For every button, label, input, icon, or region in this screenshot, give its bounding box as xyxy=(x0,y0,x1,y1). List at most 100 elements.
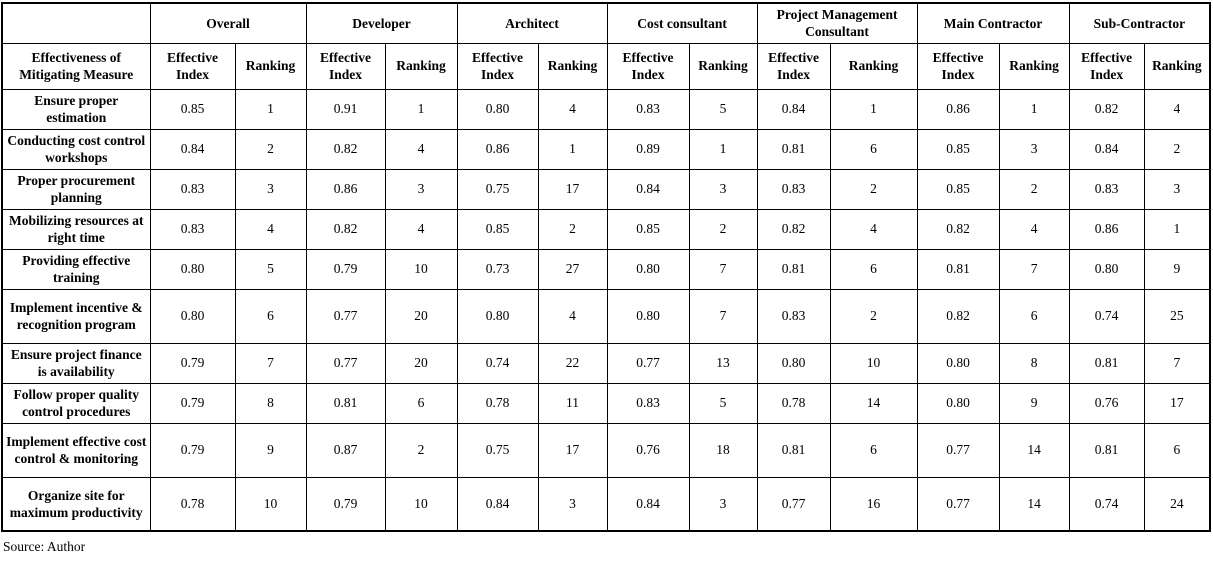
effective-index-cell: 0.78 xyxy=(149,476,236,532)
source-note: Source: Author xyxy=(3,539,86,555)
ranking-cell: 24 xyxy=(1143,476,1211,532)
effective-index-cell: 0.80 xyxy=(756,342,831,384)
effective-index-cell: 0.83 xyxy=(149,168,236,210)
effective-index-header: Effective Index xyxy=(456,42,539,90)
effective-index-cell: 0.85 xyxy=(606,208,690,250)
effective-index-cell: 0.83 xyxy=(149,208,236,250)
ranking-cell: 10 xyxy=(234,476,307,532)
ranking-cell: 6 xyxy=(829,422,918,478)
ranking-cell: 10 xyxy=(384,248,458,290)
effective-index-cell: 0.83 xyxy=(1068,168,1145,210)
effective-index-cell: 0.80 xyxy=(149,288,236,344)
measure-column-header: Effectiveness of Mitigating Measure xyxy=(1,42,151,90)
ranking-header: Ranking xyxy=(998,42,1070,90)
ranking-cell: 18 xyxy=(688,422,758,478)
effective-index-cell: 0.89 xyxy=(606,128,690,170)
ranking-cell: 2 xyxy=(688,208,758,250)
group-header-row: Overall Developer Architect Cost consultant… xyxy=(1,2,1211,44)
effective-index-cell: 0.78 xyxy=(756,382,831,424)
ranking-cell: 6 xyxy=(998,288,1070,344)
effective-index-cell: 0.84 xyxy=(1068,128,1145,170)
ranking-cell: 2 xyxy=(998,168,1070,210)
effective-index-cell: 0.80 xyxy=(606,248,690,290)
effective-index-cell: 0.80 xyxy=(606,288,690,344)
effective-index-header: Effective Index xyxy=(1068,42,1145,90)
ranking-cell: 14 xyxy=(829,382,918,424)
ranking-cell: 17 xyxy=(1143,382,1211,424)
effective-index-cell: 0.85 xyxy=(149,88,236,130)
effective-index-cell: 0.77 xyxy=(305,288,386,344)
ranking-cell: 20 xyxy=(384,342,458,384)
group-header: Overall xyxy=(149,2,307,44)
effective-index-cell: 0.86 xyxy=(1068,208,1145,250)
effective-index-cell: 0.87 xyxy=(305,422,386,478)
ranking-cell: 22 xyxy=(537,342,608,384)
effective-index-cell: 0.77 xyxy=(916,476,1000,532)
effective-index-cell: 0.80 xyxy=(1068,248,1145,290)
table-body: Ensure proper estimation 0.85 1 0.91 1 0.80 4 0… xyxy=(1,88,1211,532)
table-row: Implement incentive & recognition progra… xyxy=(1,288,1211,344)
ranking-cell: 3 xyxy=(688,168,758,210)
ranking-cell: 17 xyxy=(537,168,608,210)
ranking-cell: 7 xyxy=(688,248,758,290)
ranking-cell: 1 xyxy=(537,128,608,170)
ranking-cell: 4 xyxy=(537,88,608,130)
measure-cell: Providing effective training xyxy=(1,248,151,290)
ranking-cell: 2 xyxy=(829,288,918,344)
effective-index-cell: 0.82 xyxy=(1068,88,1145,130)
ranking-cell: 1 xyxy=(829,88,918,130)
ranking-cell: 14 xyxy=(998,476,1070,532)
effective-index-cell: 0.85 xyxy=(916,168,1000,210)
ranking-cell: 16 xyxy=(829,476,918,532)
ranking-cell: 4 xyxy=(1143,88,1211,130)
subheader-row: Effectiveness of Mitigating Measure Effe… xyxy=(1,42,1211,90)
ranking-cell: 3 xyxy=(998,128,1070,170)
effective-index-cell: 0.82 xyxy=(916,208,1000,250)
effective-index-cell: 0.74 xyxy=(1068,288,1145,344)
effective-index-cell: 0.84 xyxy=(149,128,236,170)
effective-index-cell: 0.84 xyxy=(756,88,831,130)
effective-index-cell: 0.84 xyxy=(606,476,690,532)
effective-index-cell: 0.75 xyxy=(456,422,539,478)
ranking-cell: 9 xyxy=(234,422,307,478)
effective-index-cell: 0.77 xyxy=(756,476,831,532)
ranking-cell: 8 xyxy=(234,382,307,424)
ranking-cell: 5 xyxy=(688,88,758,130)
effective-index-cell: 0.83 xyxy=(756,288,831,344)
table-row: Mobilizing resources at right time 0.83 4 0… xyxy=(1,208,1211,250)
ranking-cell: 4 xyxy=(537,288,608,344)
effective-index-cell: 0.84 xyxy=(606,168,690,210)
effective-index-header: Effective Index xyxy=(756,42,831,90)
group-header: Main Contractor xyxy=(916,2,1070,44)
effective-index-cell: 0.83 xyxy=(756,168,831,210)
effective-index-cell: 0.74 xyxy=(456,342,539,384)
effective-index-cell: 0.82 xyxy=(305,128,386,170)
ranking-cell: 4 xyxy=(384,208,458,250)
effective-index-cell: 0.81 xyxy=(756,128,831,170)
ranking-header: Ranking xyxy=(234,42,307,90)
ranking-header: Ranking xyxy=(384,42,458,90)
ranking-cell: 14 xyxy=(998,422,1070,478)
group-header: Cost consultant xyxy=(606,2,758,44)
effective-index-cell: 0.86 xyxy=(456,128,539,170)
effective-index-header: Effective Index xyxy=(149,42,236,90)
ranking-header: Ranking xyxy=(1143,42,1211,90)
ranking-cell: 2 xyxy=(829,168,918,210)
effective-index-cell: 0.86 xyxy=(916,88,1000,130)
ranking-cell: 2 xyxy=(384,422,458,478)
effective-index-cell: 0.77 xyxy=(916,422,1000,478)
ranking-cell: 25 xyxy=(1143,288,1211,344)
table-row: Conducting cost control workshops 0.84 2 0.… xyxy=(1,128,1211,170)
effective-index-cell: 0.80 xyxy=(149,248,236,290)
ranking-cell: 6 xyxy=(829,128,918,170)
ranking-cell: 1 xyxy=(234,88,307,130)
effective-index-cell: 0.79 xyxy=(305,248,386,290)
corner-cell xyxy=(1,2,151,44)
effective-index-cell: 0.80 xyxy=(456,288,539,344)
table-row: Ensure project finance is availability 0.… xyxy=(1,342,1211,384)
ranking-cell: 9 xyxy=(1143,248,1211,290)
ranking-cell: 13 xyxy=(688,342,758,384)
table-row: Proper procurement planning 0.83 3 0.86 3 0.7… xyxy=(1,168,1211,210)
effective-index-cell: 0.85 xyxy=(916,128,1000,170)
group-header: Architect xyxy=(456,2,608,44)
